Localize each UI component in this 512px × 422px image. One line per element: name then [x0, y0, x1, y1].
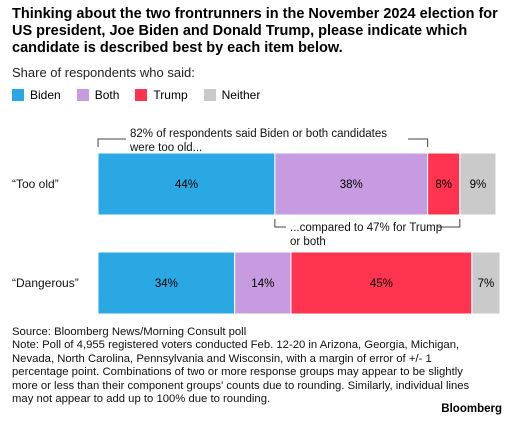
- legend-item-biden: Biden: [12, 88, 61, 102]
- category-label: “Dangerous”: [12, 276, 79, 290]
- stacked-bar-chart: “Too old” 44% 38% 8% 9% “Dangerous” 34% 14% 45% 7…: [12, 127, 501, 315]
- annotation-top: 82% of respondents said Biden or both ca…: [129, 128, 387, 154]
- legend-label-both: Both: [94, 88, 120, 102]
- annotation-top-bg: [126, 127, 408, 141]
- bar-neither: [459, 152, 497, 216]
- chart-title: Thinking about the two frontrunners in t…: [12, 6, 498, 56]
- bar-trump: [427, 152, 461, 216]
- chart-notes: Source: Bloomberg News/Morning Consult p…: [12, 326, 482, 406]
- data-label: 9%: [470, 179, 487, 191]
- legend-item-trump: Trump: [135, 88, 188, 102]
- legend-label-biden: Biden: [30, 88, 61, 102]
- bloomberg-logo: Bloomberg: [441, 403, 502, 415]
- legend-swatch-trump: [135, 89, 148, 101]
- bar-both: [234, 251, 292, 315]
- data-label: 14%: [251, 278, 274, 290]
- annotation-bottom: ...compared to 47% for Trump or both: [290, 222, 442, 248]
- legend-swatch-biden: [12, 89, 24, 101]
- data-label: 8%: [435, 179, 452, 191]
- note-text: Note: Poll of 4,955 registered voters co…: [12, 339, 470, 406]
- chart-subtitle: Share of respondents who said:: [12, 65, 195, 80]
- bar-both: [274, 152, 429, 216]
- legend-label-trump: Trump: [153, 88, 188, 102]
- annotation-bottom-bg: [286, 217, 438, 247]
- data-label: 7%: [478, 278, 495, 290]
- data-label: 44%: [175, 179, 198, 191]
- source-text: Source: Bloomberg News/Morning Consult p…: [12, 326, 247, 338]
- bar-neither: [471, 251, 501, 315]
- legend-item-neither: Neither: [203, 88, 261, 102]
- bar-biden: [97, 152, 276, 216]
- legend-item-both: Both: [76, 88, 120, 102]
- legend-swatch-both: [76, 89, 89, 101]
- category-label: “Too old”: [12, 177, 59, 191]
- legend-label-neither: Neither: [221, 88, 261, 102]
- data-label: 34%: [155, 278, 178, 290]
- legend: Biden Both Trump Neither: [12, 88, 276, 102]
- legend-swatch-neither: [203, 89, 216, 101]
- data-label: 45%: [370, 278, 393, 290]
- data-label: 38%: [340, 179, 363, 191]
